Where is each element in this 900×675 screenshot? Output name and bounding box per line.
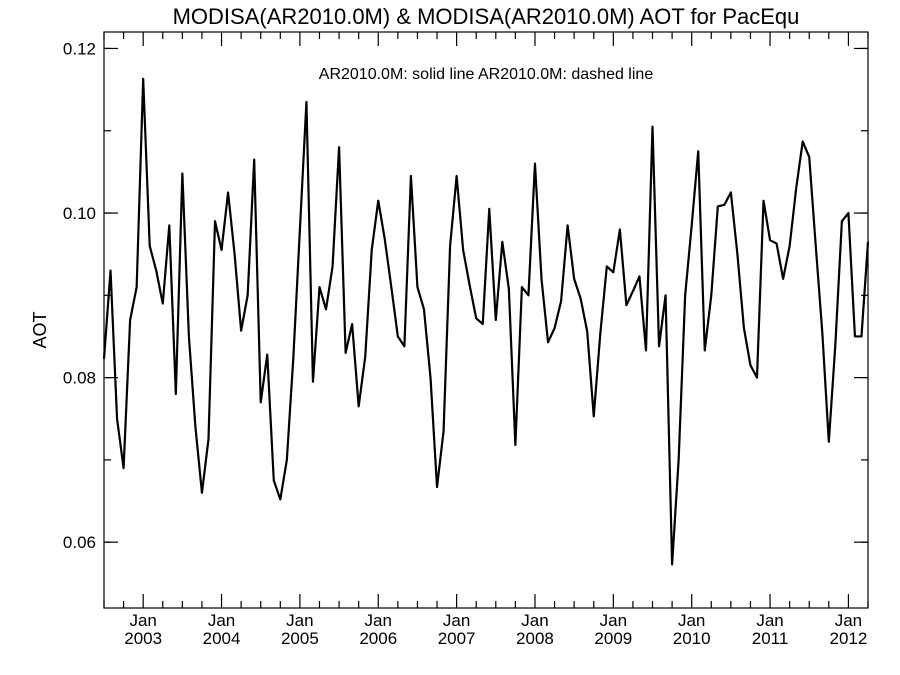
y-tick-label: 0.10 <box>63 204 96 223</box>
x-tick-year-label: 2005 <box>281 629 319 648</box>
x-tick-year-label: 2012 <box>829 629 867 648</box>
series-layer <box>102 77 870 566</box>
legend-note: AR2010.0M: solid line AR2010.0M: dashed … <box>319 66 654 83</box>
x-tick-year-label: 2009 <box>594 629 632 648</box>
x-tick-year-label: 2010 <box>673 629 711 648</box>
x-tick-year-label: 2003 <box>124 629 162 648</box>
x-tick-month-label: Jan <box>208 611 235 630</box>
x-tick-year-label: 2006 <box>359 629 397 648</box>
plot-frame <box>103 31 869 609</box>
tick-labels: 0.060.080.100.12Jan2003Jan2004Jan2005Jan… <box>63 39 867 648</box>
x-tick-month-label: Jan <box>600 611 627 630</box>
x-tick-month-label: Jan <box>286 611 313 630</box>
chart-title: MODISA(AR2010.0M) & MODISA(AR2010.0M) AO… <box>173 4 800 29</box>
x-tick-year-label: 2008 <box>516 629 554 648</box>
x-tick-month-label: Jan <box>365 611 392 630</box>
x-tick-month-label: Jan <box>756 611 783 630</box>
y-axis-label: AOT <box>30 311 50 348</box>
x-tick-month-label: Jan <box>129 611 156 630</box>
axis-ticks <box>103 32 869 608</box>
y-tick-label: 0.08 <box>63 369 96 388</box>
y-tick-label: 0.06 <box>63 533 96 552</box>
x-tick-year-label: 2004 <box>203 629 241 648</box>
x-tick-month-label: Jan <box>835 611 862 630</box>
series-line-solid <box>102 77 870 566</box>
x-tick-month-label: Jan <box>443 611 470 630</box>
x-tick-month-label: Jan <box>521 611 548 630</box>
x-tick-year-label: 2011 <box>752 629 789 648</box>
y-tick-label: 0.12 <box>63 39 96 58</box>
x-tick-year-label: 2007 <box>438 629 476 648</box>
x-tick-month-label: Jan <box>678 611 705 630</box>
